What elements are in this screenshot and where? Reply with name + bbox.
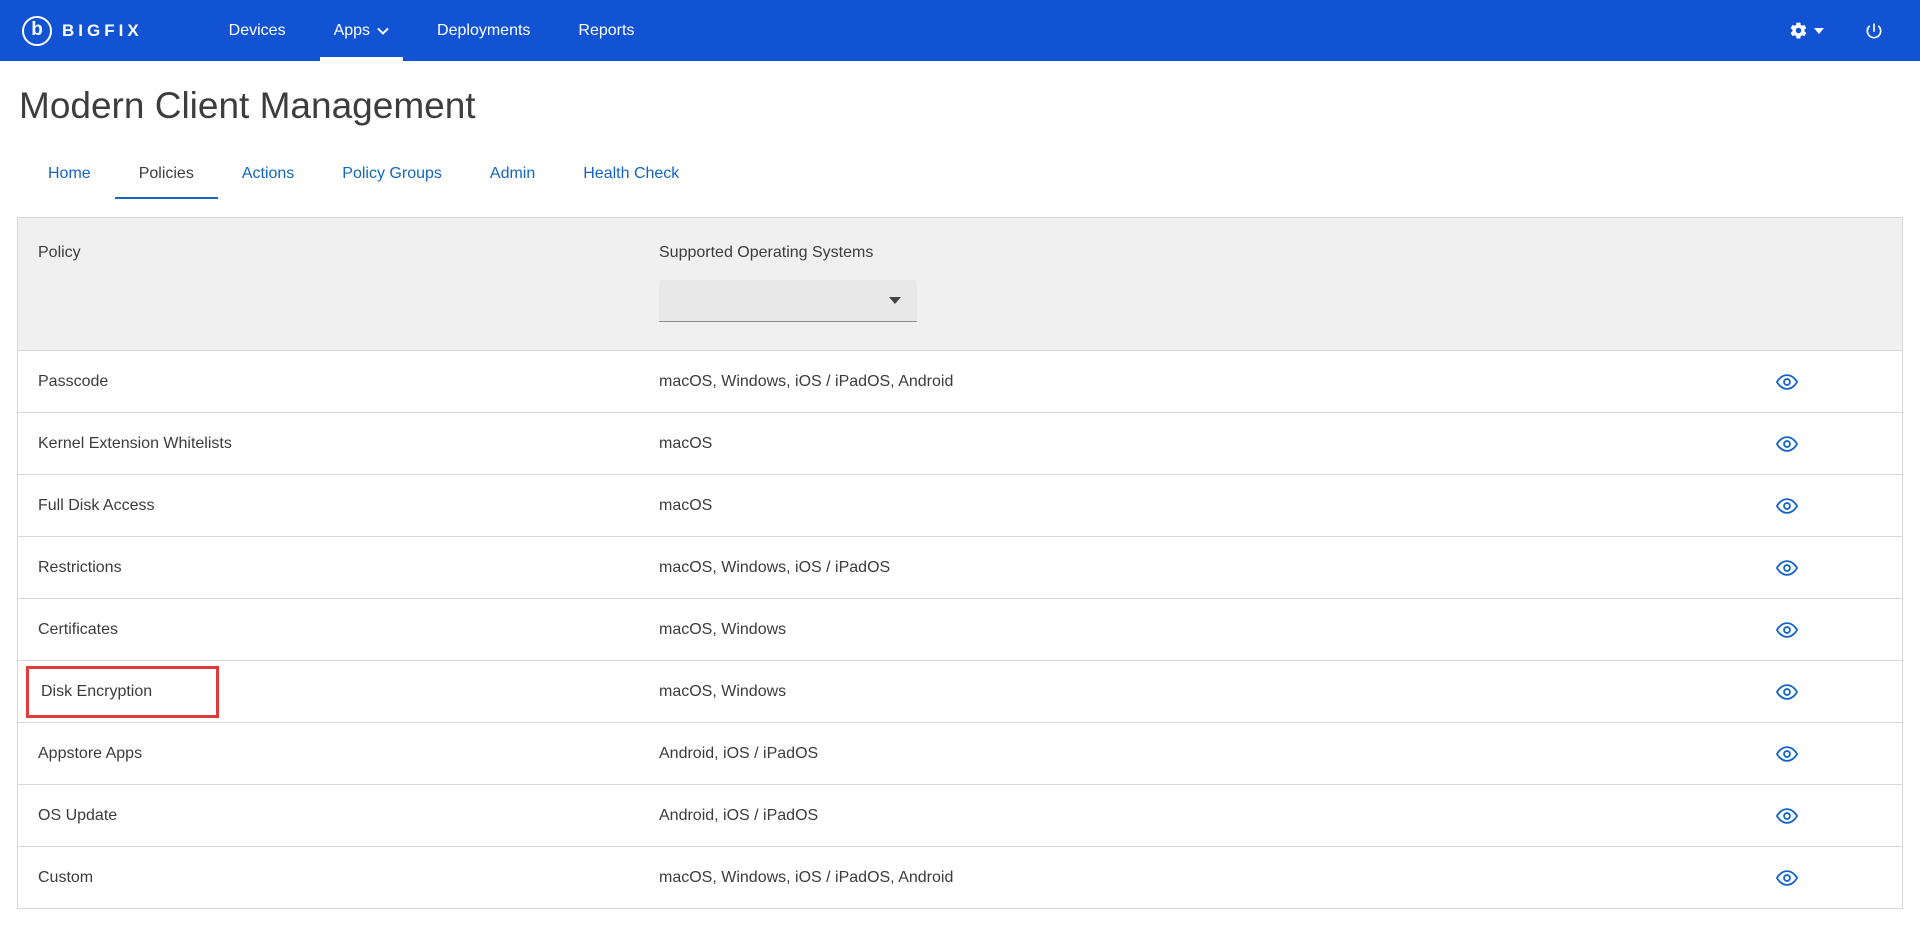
policy-os: macOS, Windows bbox=[659, 682, 787, 700]
table-row: Custom macOS, Windows, iOS / iPadOS, And… bbox=[18, 846, 1902, 908]
policy-name: Disk Encryption bbox=[26, 665, 220, 718]
topbar-actions bbox=[1789, 21, 1898, 41]
power-icon bbox=[1866, 23, 1882, 38]
eye-icon[interactable] bbox=[1776, 681, 1798, 703]
table-row: Appstore Apps Android, iOS / iPadOS bbox=[18, 722, 1902, 784]
policy-os: macOS bbox=[659, 434, 713, 452]
policy-table: Policy Supported Operating Systems Passc… bbox=[17, 217, 1903, 909]
policy-name: Full Disk Access bbox=[38, 496, 155, 514]
table-row: Disk Encryption macOS, Windows bbox=[18, 660, 1902, 722]
settings-icon bbox=[1790, 22, 1807, 39]
column-header-supported-os: Supported Operating Systems bbox=[659, 244, 874, 261]
eye-icon[interactable] bbox=[1776, 371, 1798, 393]
table-row: Passcode macOS, Windows, iOS / iPadOS, A… bbox=[18, 350, 1902, 412]
policy-name: Restrictions bbox=[38, 558, 122, 576]
policy-os: macOS, Windows bbox=[659, 620, 787, 638]
settings-menu-button[interactable] bbox=[1789, 21, 1824, 40]
eye-icon[interactable] bbox=[1776, 867, 1798, 889]
nav-apps[interactable]: Apps bbox=[310, 0, 413, 61]
nav-reports[interactable]: Reports bbox=[578, 21, 635, 39]
policy-table-header: Policy Supported Operating Systems bbox=[18, 218, 1902, 350]
topbar: b BIGFIX Devices Apps Deployments Report… bbox=[0, 0, 1920, 61]
bigfix-logo[interactable]: b BIGFIX bbox=[22, 15, 143, 46]
table-row: Certificates macOS, Windows bbox=[18, 598, 1902, 660]
policy-name: Appstore Apps bbox=[38, 744, 143, 762]
eye-icon[interactable] bbox=[1776, 619, 1798, 641]
table-row: OS Update Android, iOS / iPadOS bbox=[18, 784, 1902, 846]
tab-actions[interactable]: Actions bbox=[241, 165, 295, 182]
eye-icon[interactable] bbox=[1776, 495, 1798, 517]
logout-button[interactable] bbox=[1864, 21, 1884, 41]
policy-name: OS Update bbox=[38, 806, 118, 824]
nav-devices[interactable]: Devices bbox=[228, 21, 286, 39]
eye-icon[interactable] bbox=[1776, 805, 1798, 827]
chevron-down-icon bbox=[1814, 27, 1824, 34]
tab-admin[interactable]: Admin bbox=[489, 165, 536, 182]
brand-name: BIGFIX bbox=[62, 20, 143, 40]
top-navigation: Devices Apps Deployments Reports bbox=[205, 0, 659, 61]
policy-name: Passcode bbox=[38, 372, 109, 390]
nav-apps-label: Apps bbox=[333, 21, 371, 39]
policy-os: macOS, Windows, iOS / iPadOS, Android bbox=[659, 868, 954, 886]
column-header-policy: Policy bbox=[38, 244, 81, 261]
eye-icon[interactable] bbox=[1776, 557, 1798, 579]
table-row: Kernel Extension Whitelists macOS bbox=[18, 412, 1902, 474]
policy-table-body: Passcode macOS, Windows, iOS / iPadOS, A… bbox=[18, 350, 1902, 908]
policy-name: Custom bbox=[38, 868, 94, 886]
policy-name: Kernel Extension Whitelists bbox=[38, 434, 232, 452]
tab-policy-groups[interactable]: Policy Groups bbox=[342, 165, 442, 182]
policy-name: Certificates bbox=[38, 620, 119, 638]
eye-icon[interactable] bbox=[1776, 743, 1798, 765]
page-title: Modern Client Management bbox=[19, 85, 476, 126]
chevron-down-icon bbox=[377, 27, 389, 35]
policy-os: macOS, Windows, iOS / iPadOS bbox=[659, 558, 891, 576]
policy-os: Android, iOS / iPadOS bbox=[659, 806, 819, 824]
policy-os: Android, iOS / iPadOS bbox=[659, 744, 819, 762]
tab-health-check[interactable]: Health Check bbox=[583, 165, 680, 182]
policy-os: macOS bbox=[659, 496, 713, 514]
nav-deployments[interactable]: Deployments bbox=[437, 21, 531, 39]
bigfix-logo-icon: b bbox=[22, 15, 52, 46]
tab-home[interactable]: Home bbox=[48, 165, 91, 182]
os-filter-select[interactable] bbox=[659, 280, 917, 322]
tab-bar: Home Policies Actions Policy Groups Admi… bbox=[24, 151, 1920, 199]
dropdown-arrow-icon bbox=[889, 297, 901, 304]
policy-os: macOS, Windows, iOS / iPadOS, Android bbox=[659, 372, 954, 390]
table-row: Full Disk Access macOS bbox=[18, 474, 1902, 536]
table-row: Restrictions macOS, Windows, iOS / iPadO… bbox=[18, 536, 1902, 598]
eye-icon[interactable] bbox=[1776, 433, 1798, 455]
tab-policies[interactable]: Policies bbox=[114, 151, 218, 199]
